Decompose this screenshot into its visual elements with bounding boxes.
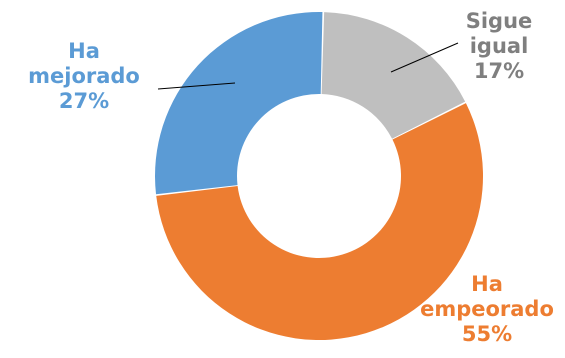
data-label-text: empeorado: [420, 297, 554, 321]
slice-ha-mejorado: [155, 12, 323, 195]
data-labels: Sigue igual 17%Ha empeorado 55%Ha mejorado 27%: [28, 9, 554, 346]
data-label-text: Ha: [471, 272, 503, 296]
leader-line-sigue-igual: [390, 42, 459, 73]
data-label-value: 27%: [59, 89, 109, 113]
data-label-ha-empeorado: Ha empeorado 55%: [420, 272, 554, 346]
data-label-value: 17%: [474, 59, 524, 83]
data-label-value: 55%: [462, 322, 512, 346]
data-label-text: igual: [470, 34, 529, 58]
data-label-ha-mejorado: Ha mejorado 27%: [28, 39, 140, 113]
data-label-sigue-igual: Sigue igual 17%: [466, 9, 533, 83]
data-label-text: Ha: [68, 39, 100, 63]
leader-lines: [157, 42, 459, 90]
data-label-text: Sigue: [466, 9, 533, 33]
data-label-text: mejorado: [28, 64, 140, 88]
slice-ha-empeorado: [156, 103, 484, 341]
donut-slices: [155, 12, 484, 341]
leader-line-ha-mejorado: [157, 82, 236, 90]
slice-sigue-igual: [321, 12, 466, 139]
